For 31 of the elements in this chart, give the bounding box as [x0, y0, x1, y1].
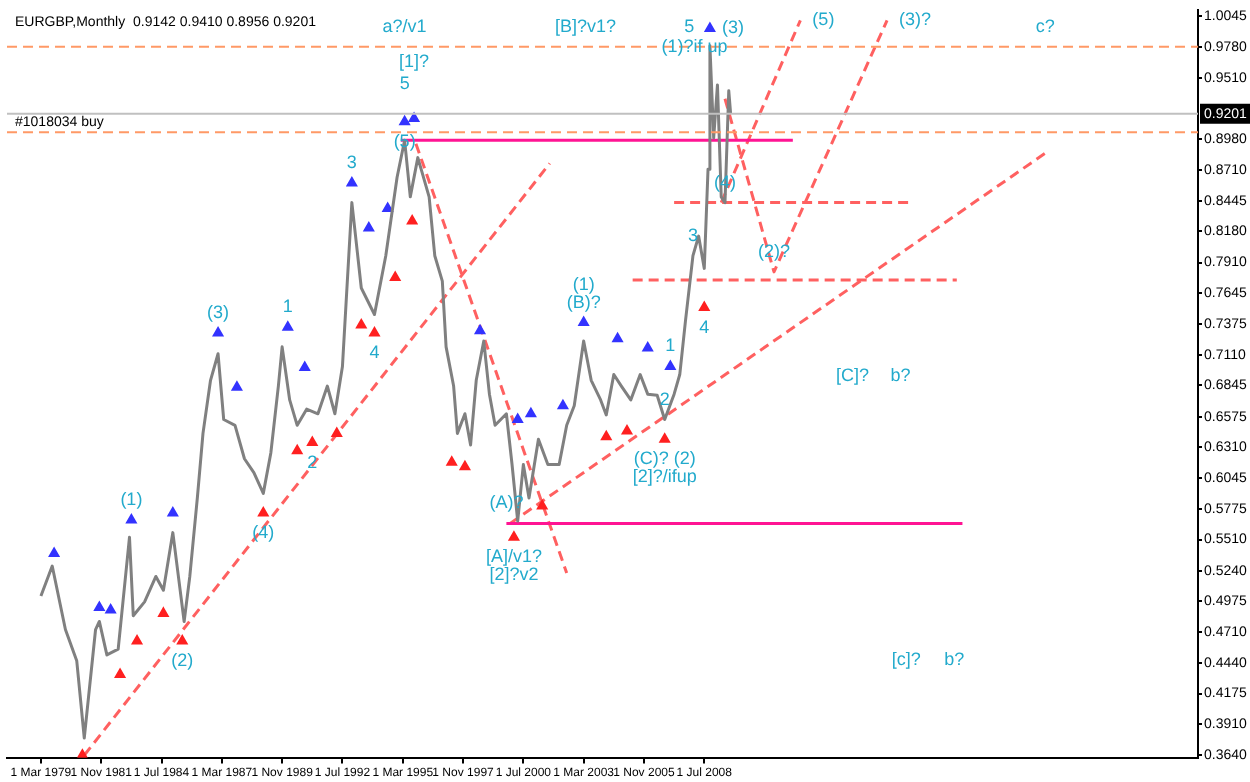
annotation: [2]?/ifup [632, 466, 697, 487]
annotation: [1]? [399, 51, 430, 72]
annotation: (2)? [757, 240, 790, 261]
annotation: (1) [572, 273, 595, 294]
annotation: 3 [687, 224, 698, 245]
annotation: 2 [659, 388, 670, 409]
annotation: 4 [699, 316, 710, 337]
annotation: (3)? [899, 9, 932, 30]
annotation: (3) [207, 301, 230, 322]
annotation: 3 [346, 151, 357, 172]
annotation: [A]/v1? [485, 546, 542, 567]
annotation: 4 [369, 341, 380, 362]
annotation: 1 [282, 296, 293, 317]
annotation: [c]? [891, 649, 921, 670]
annotation: b? [944, 649, 965, 670]
annotation: (B)? [566, 291, 601, 312]
annotation: (2) [171, 650, 194, 671]
annotation: c? [1035, 15, 1055, 36]
annotation: 1 [665, 335, 676, 356]
annotation: (1) [120, 488, 143, 509]
annotation: (4) [252, 521, 275, 542]
annotation: (3) [721, 17, 744, 38]
annotation: b? [890, 365, 911, 386]
annotation: 5 [684, 15, 695, 36]
annotation: [2]?v2 [489, 564, 539, 585]
annotation: (C)? (2) [633, 448, 696, 469]
annotation: (5) [812, 9, 835, 30]
annotation: [B]?v1? [555, 15, 617, 36]
annotation: 5 [399, 73, 410, 94]
annotation: [C]? [836, 365, 870, 386]
annotation: a?/v1 [382, 15, 427, 36]
